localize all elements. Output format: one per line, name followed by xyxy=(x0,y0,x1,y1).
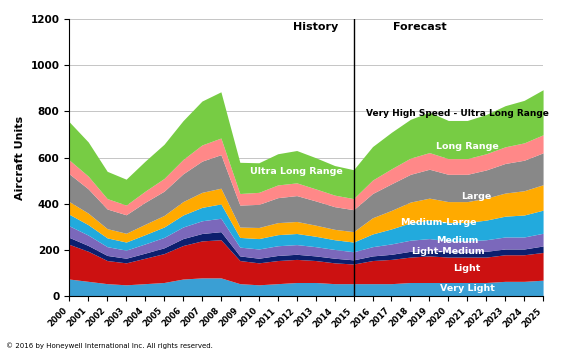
Y-axis label: Aircraft Units: Aircraft Units xyxy=(15,115,25,200)
Text: Ultra Long Range: Ultra Long Range xyxy=(250,167,343,176)
Text: Light: Light xyxy=(454,264,481,273)
Text: © 2016 by Honeywell International Inc. All rights reserved.: © 2016 by Honeywell International Inc. A… xyxy=(6,343,213,349)
Text: Long Range: Long Range xyxy=(436,141,499,151)
Text: Light-Medium: Light-Medium xyxy=(412,247,485,256)
Text: Medium-Large: Medium-Large xyxy=(401,218,477,227)
Text: Medium: Medium xyxy=(437,236,479,245)
Text: Large: Large xyxy=(462,192,492,201)
Text: Very Light: Very Light xyxy=(440,284,495,293)
Text: Very High Speed - Ultra Long Range: Very High Speed - Ultra Long Range xyxy=(367,109,549,118)
Text: History: History xyxy=(293,22,338,32)
Text: Forecast: Forecast xyxy=(393,22,447,32)
